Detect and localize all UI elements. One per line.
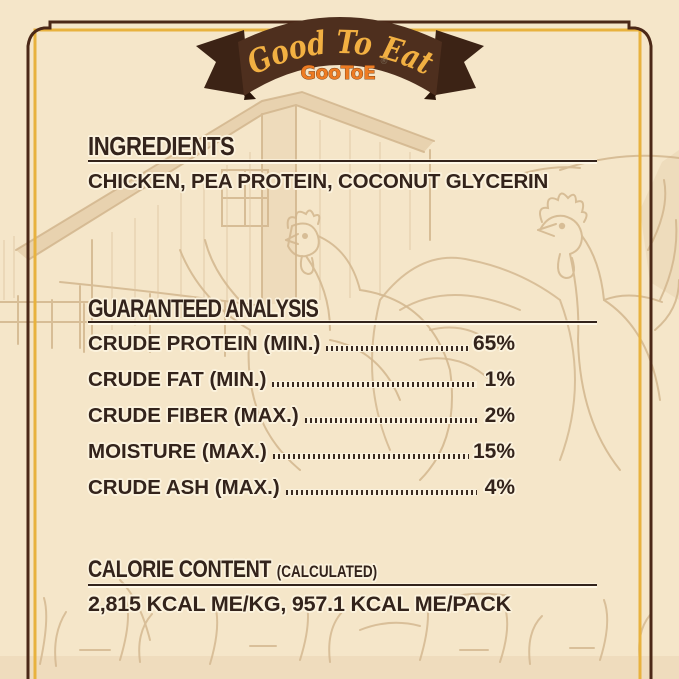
analysis-value: 2%	[484, 404, 515, 427]
guaranteed-analysis-divider	[88, 321, 597, 323]
analysis-value: 1%	[484, 368, 515, 391]
analysis-label: MOISTURE (MAX.)	[88, 439, 267, 463]
analysis-row: CRUDE FIBER (MAX.) 2%	[88, 398, 515, 434]
dotted-leader	[326, 345, 469, 352]
guaranteed-analysis-title: GUARANTEED ANALYSIS	[88, 295, 319, 323]
analysis-row: CRUDE ASH (MAX.) 4%	[88, 470, 515, 506]
dotted-leader	[272, 381, 477, 388]
ingredients-title: INGREDIENTS	[88, 131, 235, 161]
analysis-value: 15%	[472, 440, 515, 463]
analysis-value: 4%	[484, 476, 515, 499]
dotted-leader	[285, 489, 477, 496]
analysis-label: CRUDE ASH (MAX.)	[88, 475, 280, 499]
label-content: INGREDIENTS CHICKEN, PEA PROTEIN, COCONU…	[88, 0, 597, 679]
analysis-row: MOISTURE (MAX.) 15%	[88, 434, 515, 470]
calorie-text: 2,815 KCAL ME/KG, 957.1 KCAL ME/PACK	[88, 592, 511, 616]
guaranteed-analysis-table: CRUDE PROTEIN (MIN.) 65% CRUDE FAT (MIN.…	[88, 326, 515, 506]
calorie-title-main: CALORIE CONTENT	[88, 556, 272, 583]
ingredients-text: CHICKEN, PEA PROTEIN, COCONUT GLYCERIN	[88, 170, 549, 193]
analysis-label: CRUDE FIBER (MAX.)	[88, 403, 299, 427]
analysis-label: CRUDE FAT (MIN.)	[88, 367, 267, 391]
analysis-label: CRUDE PROTEIN (MIN.)	[88, 331, 321, 355]
calorie-divider	[88, 584, 597, 586]
analysis-row: CRUDE FAT (MIN.) 1%	[88, 362, 515, 398]
calorie-title-suffix: (CALCULATED)	[276, 563, 378, 581]
calorie-content-title: CALORIE CONTENT (CALCULATED)	[88, 556, 377, 584]
dotted-leader	[272, 453, 469, 460]
ingredients-divider	[88, 160, 597, 162]
analysis-row: CRUDE PROTEIN (MIN.) 65%	[88, 326, 515, 362]
dotted-leader	[304, 417, 477, 424]
analysis-value: 65%	[472, 332, 515, 355]
